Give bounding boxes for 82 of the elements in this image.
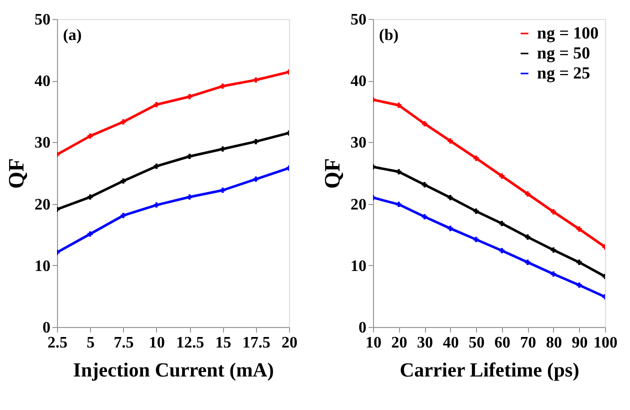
x-tick-label: 30 [417,334,434,352]
y-tick-label: 0 [42,320,50,336]
point [253,176,259,182]
point [186,94,192,100]
y-tick-label: 50 [350,12,366,28]
point [448,194,453,200]
point [220,84,226,89]
point [473,208,479,214]
point [422,182,428,188]
x-tick-label: 40 [442,334,459,352]
point [422,121,428,126]
point [422,214,428,220]
point [525,234,530,240]
point [220,188,226,193]
x-tick-label: 10 [148,334,165,352]
point [154,164,160,169]
annotation: (b) [379,27,399,44]
x-axis-title: Carrier Lifetime (ps) [400,360,580,382]
y-tick-label: 40 [34,73,50,90]
y-tick-label: 0 [358,320,366,336]
x-tick-label: 7.5 [114,334,134,352]
point [396,202,402,208]
y-axis-title: QF [4,158,28,189]
point [120,212,126,218]
point [448,138,453,144]
point [473,236,479,242]
point [499,173,505,179]
y-tick-label: 30 [350,134,366,152]
point [525,191,530,197]
point [87,194,93,200]
point [87,231,93,237]
y-tick-label: 10 [34,258,50,275]
legend-label: ng = 25 [537,64,590,82]
legend-label: ng = 50 [537,44,590,62]
point [525,260,530,265]
point [576,260,582,265]
point [448,226,453,232]
point [576,226,582,232]
point [396,102,402,108]
x-tick-label: 17.5 [242,334,270,352]
y-tick-label: 40 [350,73,366,90]
annotation: (a) [63,27,82,44]
point [473,156,479,161]
y-tick-label: 20 [34,196,50,214]
line-series [373,164,605,280]
x-tick-label: 80 [546,334,562,352]
point [154,102,160,108]
x-tick-label: 15 [215,334,232,352]
x-tick-label: 100 [594,334,618,352]
line-series [373,194,605,300]
x-tick-label: 70 [520,334,536,352]
point [499,220,505,226]
x-tick-label: 12.5 [176,334,204,352]
point [220,146,226,152]
x-axis-title: Injection Current (mA) [73,360,274,382]
y-tick-label: 50 [34,12,50,28]
point [550,209,556,214]
line-series [57,69,289,158]
point [253,138,259,144]
x-tick-label: 50 [468,334,485,352]
y-tick-label: 10 [350,258,366,275]
point [120,119,126,125]
y-tick-label: 30 [34,134,50,152]
point [576,282,582,288]
point [253,77,259,83]
point [87,133,93,139]
point [186,154,192,160]
point [499,248,505,254]
x-tick-label: 10 [366,334,382,352]
line-series [57,165,289,256]
x-tick-label: 5 [86,334,95,352]
x-tick-label: 60 [494,334,510,352]
x-tick-label: 90 [572,334,588,352]
x-tick-label: 20 [282,334,298,352]
line-series [57,130,289,212]
legend-label: ng = 100 [537,24,599,42]
y-tick-label: 20 [350,196,366,214]
x-tick-label: 2.5 [48,334,68,352]
point [120,178,126,184]
y-axis-title: QF [320,158,344,189]
x-tick-label: 20 [391,334,408,352]
point [396,169,402,174]
